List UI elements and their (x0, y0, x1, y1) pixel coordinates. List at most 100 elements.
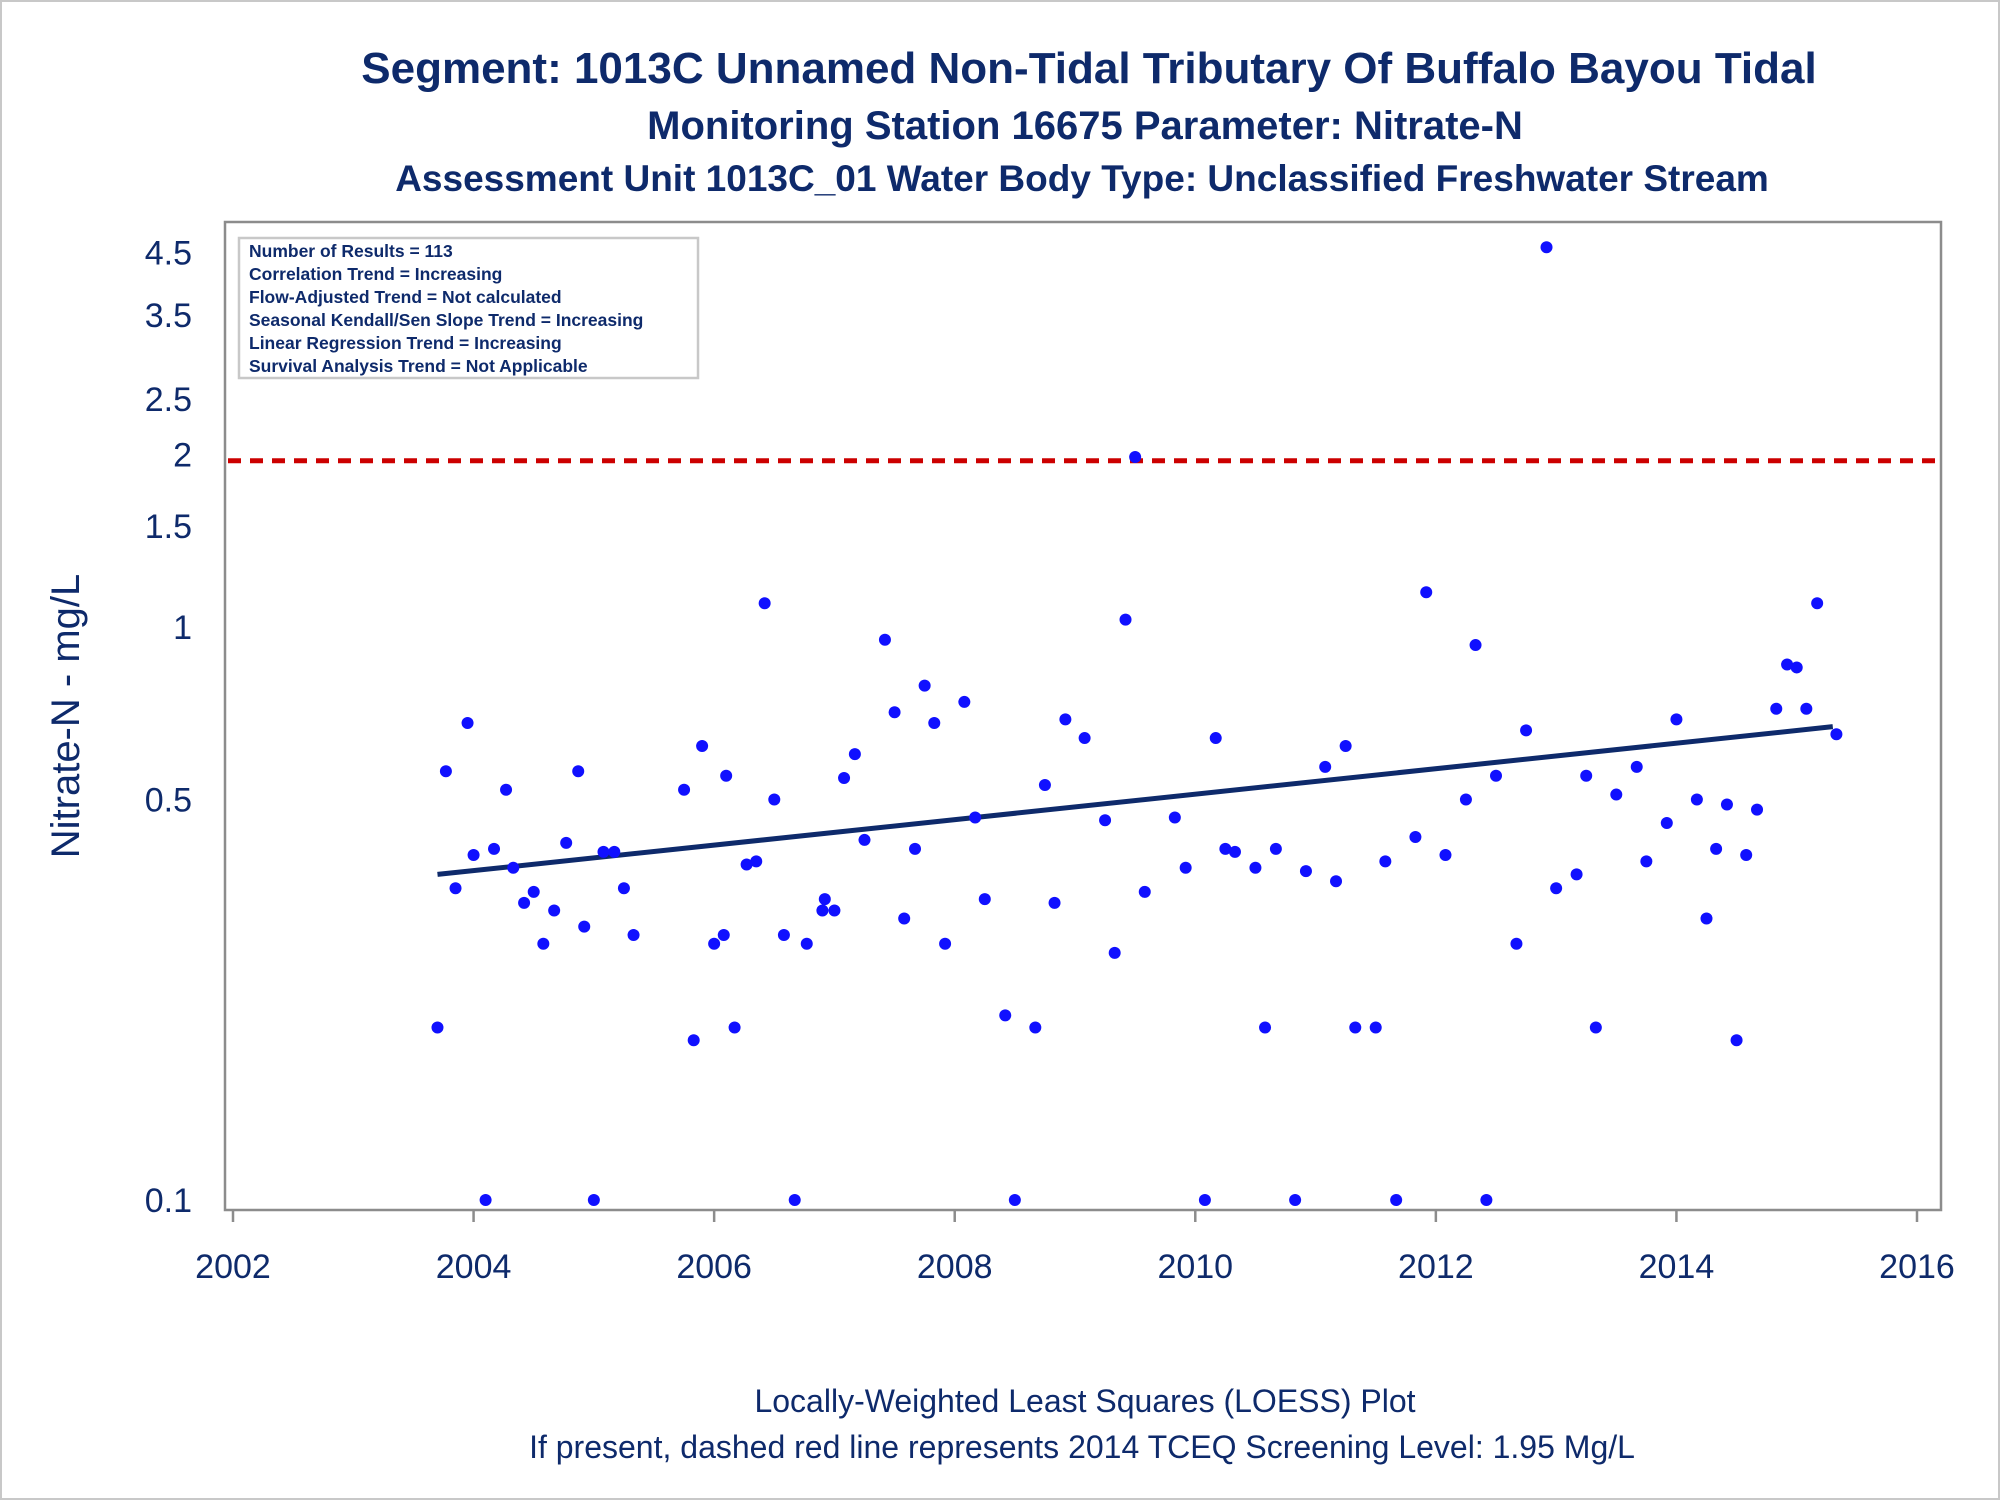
data-point (431, 1021, 444, 1034)
data-point (1589, 1021, 1602, 1034)
x-tick-label: 2006 (676, 1248, 752, 1286)
data-point (1690, 793, 1703, 806)
x-tick-label: 2014 (1639, 1248, 1715, 1286)
data-point (1269, 842, 1282, 855)
data-point (958, 695, 971, 708)
data-point (587, 1194, 600, 1206)
y-tick-label: 0.5 (145, 781, 192, 819)
plot-area (223, 220, 1943, 1212)
data-point (597, 845, 610, 858)
data-point (1640, 855, 1653, 868)
data-point (1219, 842, 1232, 855)
data-point (928, 716, 941, 729)
data-point (1059, 713, 1072, 726)
data-point (1339, 739, 1352, 752)
data-point (1790, 661, 1803, 674)
data-point (858, 833, 871, 846)
x-tick-label: 2002 (195, 1248, 271, 1286)
data-point (1520, 724, 1533, 737)
data-point (1168, 811, 1181, 824)
y-tick-label: 2.5 (145, 381, 192, 419)
data-point (527, 885, 540, 898)
data-point (720, 769, 733, 782)
data-point (1379, 855, 1392, 868)
data-point (488, 842, 501, 855)
data-point (1108, 946, 1121, 959)
y-tick-label: 2 (173, 437, 192, 475)
data-point (507, 861, 520, 874)
data-point (1138, 885, 1151, 898)
data-point (838, 772, 851, 785)
data-point (750, 855, 763, 868)
data-point (687, 1034, 700, 1047)
data-point (818, 893, 831, 906)
data-point (1740, 849, 1753, 862)
data-point (1439, 849, 1452, 862)
data-point (978, 893, 991, 906)
data-point (1029, 1021, 1042, 1034)
data-point (560, 836, 573, 849)
data-point (816, 904, 829, 917)
data-point (758, 597, 771, 610)
data-point (1099, 814, 1112, 827)
data-point (918, 679, 931, 692)
data-point (1570, 868, 1583, 881)
stats-seasonal-kendall-trend: Seasonal Kendall/Sen Slope Trend = Incre… (249, 310, 643, 330)
data-point (461, 716, 474, 729)
data-point (909, 842, 922, 855)
data-point (1289, 1194, 1302, 1206)
data-point (1119, 613, 1132, 626)
data-point (788, 1194, 801, 1206)
chart-subtitle-assessment: Assessment Unit 1013C_01 Water Body Type… (395, 158, 1769, 199)
data-point (1330, 875, 1343, 888)
stats-linear-regression-trend: Linear Regression Trend = Increasing (249, 333, 562, 353)
data-point (1349, 1021, 1362, 1034)
data-point (1660, 816, 1673, 829)
data-point (627, 929, 640, 942)
y-tick-label: 1.5 (145, 508, 192, 546)
data-point (1730, 1034, 1743, 1047)
data-point (1770, 702, 1783, 715)
data-point (888, 706, 901, 719)
data-point (467, 849, 480, 862)
data-point (800, 937, 813, 950)
data-point (1228, 845, 1241, 858)
data-point (1751, 803, 1764, 816)
data-point (608, 845, 621, 858)
data-point (1630, 760, 1643, 773)
stats-number-of-results: Number of Results = 113 (249, 241, 453, 261)
x-tick-label: 2008 (917, 1248, 993, 1286)
data-point (1008, 1194, 1021, 1206)
data-point (1510, 937, 1523, 950)
chart-title: Segment: 1013C Unnamed Non-Tidal Tributa… (361, 44, 1816, 93)
x-tick-label: 2010 (1157, 1248, 1233, 1286)
data-point (1259, 1021, 1272, 1034)
x-tick-label: 2016 (1879, 1248, 1955, 1286)
stats-survival-analysis-trend: Survival Analysis Trend = Not Applicable (249, 356, 588, 376)
data-point (898, 912, 911, 925)
data-point (1469, 639, 1482, 652)
data-point (1048, 896, 1061, 909)
data-point (1299, 865, 1312, 878)
footnote-loess: Locally-Weighted Least Squares (LOESS) P… (754, 1383, 1415, 1419)
data-point (1319, 760, 1332, 773)
data-point (1830, 728, 1843, 741)
data-point (1179, 861, 1192, 874)
data-point (578, 920, 591, 933)
data-point (1720, 798, 1733, 811)
data-point (708, 937, 721, 950)
data-point (1480, 1194, 1493, 1206)
y-axis-label: Nitrate-N - mg/L (44, 574, 88, 859)
data-point (1710, 842, 1723, 855)
data-point (518, 896, 531, 909)
stats-box-border (237, 236, 700, 380)
data-point (439, 765, 452, 778)
data-point (1038, 778, 1051, 791)
data-point (537, 937, 550, 950)
stats-box: Number of Results = 113 Correlation Tren… (237, 236, 700, 380)
x-axis: 2002 2004 2006 2008 2010 2012 2014 2016 (195, 1210, 1955, 1286)
stats-correlation-trend: Correlation Trend = Increasing (249, 264, 502, 284)
data-points (431, 241, 1843, 1206)
